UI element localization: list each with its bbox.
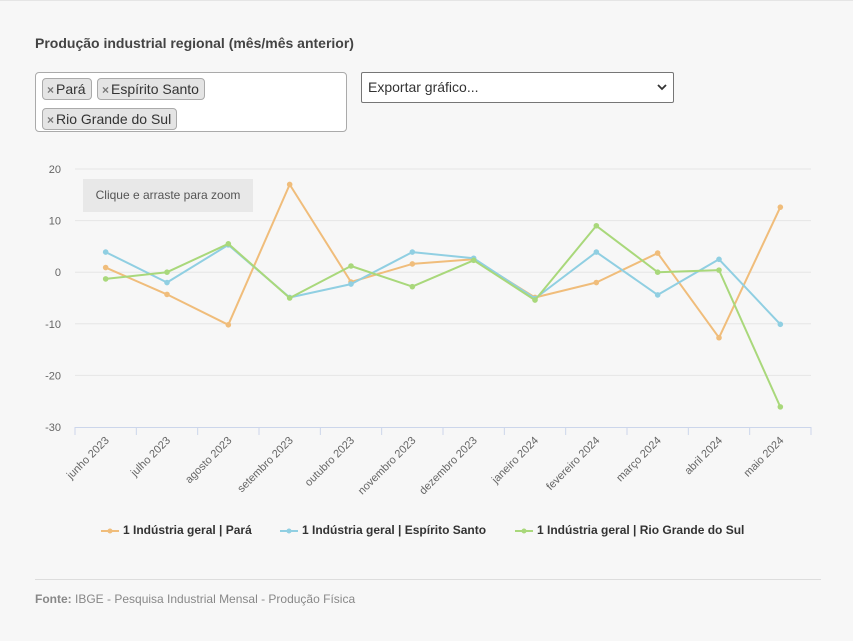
x-tick-label: outubro 2023 xyxy=(303,435,357,489)
series-line-1 xyxy=(105,243,782,325)
data-point xyxy=(409,283,416,290)
region-multiselect[interactable]: × Pará × Espírito Santo × Rio Grande do Sul xyxy=(35,72,347,132)
x-tick-label: janeiro 2024 xyxy=(489,435,541,487)
legend-line-icon xyxy=(515,528,533,534)
legend-line-icon xyxy=(280,528,298,534)
data-point xyxy=(409,261,416,267)
x-tick-label: março 2024 xyxy=(614,435,664,485)
chevron-down-icon xyxy=(657,84,667,91)
data-point xyxy=(286,181,293,188)
data-point xyxy=(164,279,170,286)
data-point xyxy=(716,256,722,263)
export-select-value: Exportar gráfico... xyxy=(368,79,479,95)
x-tick-label: julho 2023 xyxy=(128,435,173,480)
data-point xyxy=(164,269,170,275)
x-tick-label: agosto 2023 xyxy=(183,435,234,486)
legend-label: 1 Indústria geral | Espírito Santo xyxy=(302,523,487,537)
series-line-2 xyxy=(105,224,782,408)
remove-chip-icon[interactable]: × xyxy=(47,113,55,127)
x-tick-label: abril 2024 xyxy=(682,435,725,478)
data-point xyxy=(777,321,784,328)
data-point xyxy=(409,249,416,255)
chip-label: Espírito Santo xyxy=(111,81,199,97)
data-point xyxy=(225,322,232,328)
legend-line-icon xyxy=(101,528,119,534)
x-tick-label: dezembro 2023 xyxy=(417,435,480,498)
source-text: IBGE - Pesquisa Industrial Mensal - Prod… xyxy=(75,592,356,606)
data-point xyxy=(102,276,109,282)
chip-label: Rio Grande do Sul xyxy=(56,111,172,127)
chart-legend: 1 Indústria geral | Pará 1 Indústria ger… xyxy=(0,522,853,540)
data-point xyxy=(593,279,600,286)
data-point xyxy=(593,249,600,255)
legend-item-rio-grande-do-sul[interactable]: 1 Indústria geral | Rio Grande do Sul xyxy=(515,522,744,538)
footer-divider xyxy=(35,579,821,580)
y-tick-label: -10 xyxy=(45,319,61,331)
data-point xyxy=(777,204,784,210)
top-divider xyxy=(0,0,853,1)
y-tick-label: 0 xyxy=(55,267,61,279)
data-point xyxy=(348,263,354,269)
source-note: Fonte: IBGE - Pesquisa Industrial Mensal… xyxy=(35,592,355,606)
chip-espirito-santo[interactable]: × Espírito Santo xyxy=(97,78,205,100)
export-chart-select[interactable]: Exportar gráfico... xyxy=(361,72,674,103)
x-tick-label: setembro 2023 xyxy=(235,435,295,495)
data-point xyxy=(654,292,661,298)
data-point xyxy=(654,250,661,256)
data-point xyxy=(348,281,354,287)
data-point xyxy=(225,241,232,247)
data-point xyxy=(593,222,600,229)
x-tick-label: junho 2023 xyxy=(64,435,112,483)
remove-chip-icon[interactable]: × xyxy=(102,83,110,97)
x-tick-label: fevereiro 2024 xyxy=(544,435,602,493)
data-point xyxy=(102,264,109,271)
data-point xyxy=(164,291,170,298)
y-tick-label: -20 xyxy=(45,370,61,382)
chip-label: Pará xyxy=(56,81,86,97)
chart-title: Produção industrial regional (mês/mês an… xyxy=(35,35,354,51)
data-point xyxy=(532,297,538,303)
data-point xyxy=(102,249,109,255)
data-point xyxy=(654,269,661,275)
zoom-hint[interactable]: Clique e arraste para zoom xyxy=(83,179,253,212)
data-point xyxy=(716,334,722,341)
chip-para[interactable]: × Pará xyxy=(42,78,92,100)
data-point xyxy=(470,257,477,264)
data-point xyxy=(716,267,722,273)
chip-rio-grande-do-sul[interactable]: × Rio Grande do Sul xyxy=(42,108,178,130)
remove-chip-icon[interactable]: × xyxy=(47,83,55,97)
y-tick-label: 20 xyxy=(49,164,61,176)
x-tick-label: maio 2024 xyxy=(742,435,787,480)
legend-label: 1 Indústria geral | Pará xyxy=(123,523,252,537)
data-point xyxy=(286,295,293,301)
y-tick-label: 10 xyxy=(49,216,61,228)
legend-label: 1 Indústria geral | Rio Grande do Sul xyxy=(537,523,745,537)
series-line-0 xyxy=(105,183,782,339)
data-point xyxy=(777,404,784,410)
legend-item-para[interactable]: 1 Indústria geral | Pará xyxy=(101,522,252,538)
legend-item-espirito-santo[interactable]: 1 Indústria geral | Espírito Santo xyxy=(280,522,486,538)
x-tick-label: novembro 2023 xyxy=(356,435,419,498)
source-label: Fonte: xyxy=(35,592,72,606)
y-tick-label: -30 xyxy=(45,422,61,434)
